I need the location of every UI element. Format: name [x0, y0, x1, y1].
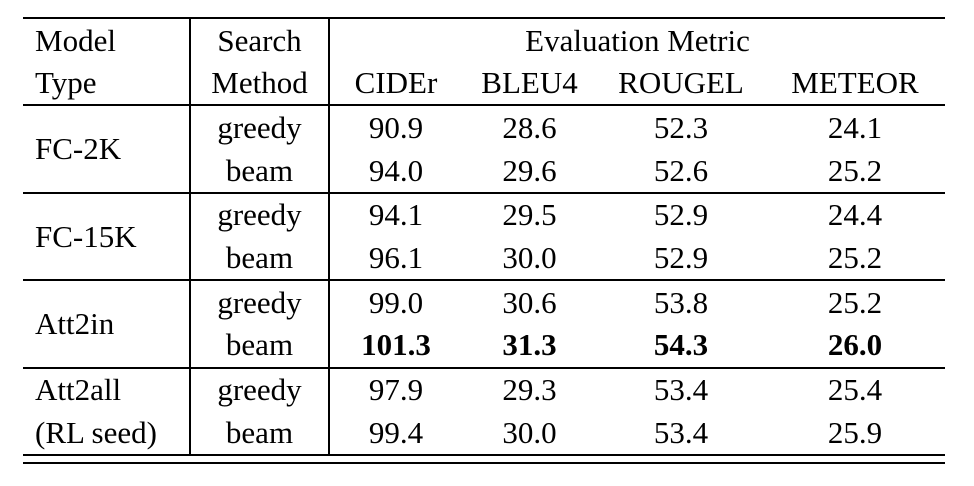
model-cell-rl-seed: (RL seed): [23, 411, 191, 455]
metric-value-cell: 29.5: [462, 191, 597, 237]
header-cell-evaluation-metric: Evaluation Metric: [525, 22, 750, 58]
results-table-wrapper: Model Search Evaluation Metric Type Meth…: [23, 17, 945, 464]
table-row-fc2k-beam: beam 94.0 29.6 52.6 25.2: [23, 149, 945, 193]
metric-value-cell: 25.4: [765, 366, 945, 412]
metric-value-cell: 25.2: [827, 152, 883, 188]
metric-value-cell: 28.6: [462, 104, 597, 150]
metric-value-cell: 97.9: [329, 366, 462, 412]
metric-value-cell-best: 54.3: [653, 327, 709, 363]
header-cell-method: Method: [190, 61, 330, 107]
metric-value-cell: 53.4: [597, 366, 765, 412]
header-cell-cider: CIDEr: [329, 61, 462, 107]
metric-value-cell: 53.8: [597, 279, 765, 324]
model-cell-att2all: Att2all: [23, 366, 191, 412]
table-row-fc15k-beam: beam 96.1 30.0 52.9 25.2: [23, 236, 945, 281]
metric-value-cell-best: 101.3: [361, 327, 431, 363]
method-cell: greedy: [190, 366, 330, 412]
metric-value-cell: 30.0: [502, 239, 557, 275]
method-cell: beam: [190, 323, 330, 368]
metric-value-cell: 99.0: [329, 279, 462, 324]
table-row-fc15k-greedy: FC-15K greedy 94.1 29.5 52.9 24.4: [23, 191, 945, 281]
metric-value-cell: 94.1: [329, 191, 462, 237]
table-row-fc2k-greedy: FC-2K greedy 90.9 28.6 52.3 24.1: [23, 104, 945, 193]
metric-value-cell: 94.0: [368, 152, 424, 188]
metric-value-cell: 53.4: [653, 414, 709, 450]
header-row-1: Model Search Evaluation Metric: [23, 18, 945, 62]
table-row-att2all-beam: (RL seed) beam 99.4 30.0 53.4 25.9: [23, 411, 945, 455]
table-row-att2all-greedy: Att2all greedy 97.9 29.3 53.4 25.4: [23, 366, 945, 412]
method-cell: greedy: [190, 279, 330, 324]
metric-value-cell: 90.9: [329, 104, 462, 150]
header-cell-meteor: METEOR: [765, 61, 945, 107]
method-cell: beam: [190, 236, 330, 281]
metric-value-cell: 52.9: [597, 191, 765, 237]
evaluation-results-table: Model Search Evaluation Metric Type Meth…: [23, 17, 945, 456]
header-cell-type: Type: [23, 61, 191, 107]
method-cell: beam: [190, 149, 330, 193]
metric-value-cell: 96.1: [368, 239, 424, 275]
metric-value-cell: 99.4: [368, 414, 424, 450]
metric-value-cell: 29.3: [462, 366, 597, 412]
model-cell-fc15k: FC-15K: [23, 191, 191, 281]
metric-value-cell-best: 26.0: [827, 327, 883, 363]
metric-value-cell: 25.2: [765, 279, 945, 324]
metric-value-cell: 25.2: [827, 239, 883, 275]
model-cell-att2in: Att2in: [23, 279, 191, 368]
metric-value-cell: 52.9: [653, 239, 709, 275]
header-cell-search: Search: [190, 18, 330, 62]
metric-value-cell: 24.1: [765, 104, 945, 150]
metric-value-cell: 30.6: [462, 279, 597, 324]
header-cell-bleu4: BLEU4: [462, 61, 597, 107]
model-cell-fc2k: FC-2K: [23, 104, 191, 193]
header-cell-model: Model: [23, 18, 191, 62]
metric-value-cell: 52.6: [653, 152, 709, 188]
method-cell: greedy: [190, 104, 330, 150]
table-row-att2in-beam: beam 101.3 31.3 54.3 26.0: [23, 323, 945, 368]
metric-value-cell: 24.4: [765, 191, 945, 237]
method-cell: beam: [190, 411, 330, 455]
header-cell-rougel: ROUGEL: [597, 61, 765, 107]
method-cell: greedy: [190, 191, 330, 237]
metric-value-cell: 52.3: [597, 104, 765, 150]
metric-value-cell: 30.0: [502, 414, 557, 450]
metric-value-cell: 25.9: [827, 414, 883, 450]
metric-value-cell: 29.6: [502, 152, 557, 188]
table-row-att2in-greedy: Att2in greedy 99.0 30.6 53.8 25.2: [23, 279, 945, 368]
header-row-2: Type Method CIDEr BLEU4 ROUGEL METEOR: [23, 61, 945, 107]
metric-value-cell-best: 31.3: [502, 327, 557, 363]
